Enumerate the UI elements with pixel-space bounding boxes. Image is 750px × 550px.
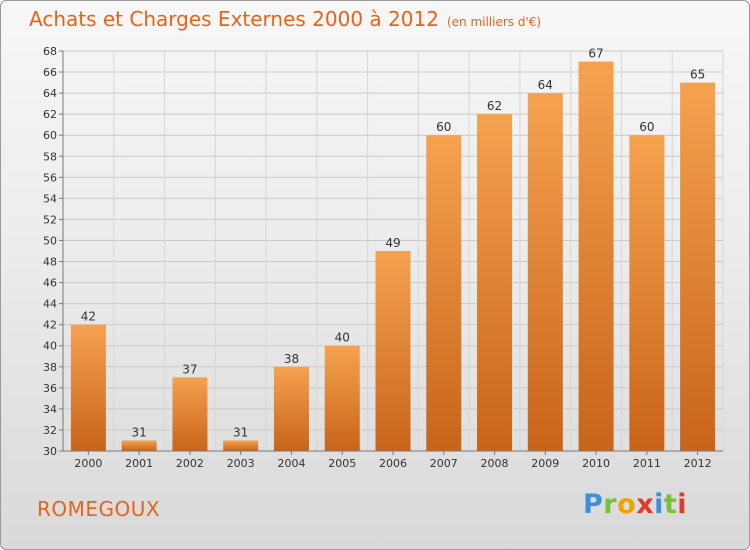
data-label: 49 — [385, 236, 400, 250]
x-tick-label: 2012 — [684, 457, 712, 470]
y-tick-label: 48 — [43, 256, 57, 269]
logo-letter: x — [636, 489, 655, 520]
bar — [223, 440, 259, 451]
chart-title: Achats et Charges Externes 2000 à 2012 (e… — [29, 7, 541, 31]
logo-letter: P — [583, 489, 604, 520]
x-tick-label: 2004 — [277, 457, 305, 470]
x-tick-label: 2001 — [125, 457, 153, 470]
location-name: ROMEGOUX — [37, 497, 161, 521]
proxiti-logo: Proxiti — [583, 489, 687, 520]
data-label: 31 — [233, 425, 248, 439]
y-tick-label: 42 — [43, 319, 57, 332]
logo-letter: i — [654, 489, 664, 520]
x-tick-label: 2011 — [633, 457, 661, 470]
y-tick-label: 40 — [43, 340, 57, 353]
y-tick-label: 68 — [43, 45, 57, 58]
data-label: 67 — [588, 47, 603, 61]
x-tick-label: 2005 — [328, 457, 356, 470]
bar — [375, 251, 411, 451]
data-label: 31 — [132, 425, 147, 439]
x-tick-label: 2006 — [379, 457, 407, 470]
data-label: 65 — [690, 68, 705, 82]
y-tick-label: 54 — [43, 192, 57, 205]
x-tick-label: 2009 — [531, 457, 559, 470]
y-tick-label: 58 — [43, 150, 57, 163]
data-label: 38 — [284, 352, 299, 366]
y-tick-label: 66 — [43, 66, 57, 79]
data-label: 40 — [335, 331, 350, 345]
x-tick-label: 2007 — [430, 457, 458, 470]
x-tick-label: 2000 — [74, 457, 102, 470]
bar — [70, 324, 106, 451]
logo-letter: t — [663, 489, 678, 520]
bar — [629, 135, 665, 452]
bar — [527, 93, 563, 452]
y-tick-label: 62 — [43, 108, 57, 121]
bar — [477, 114, 513, 451]
bar — [324, 345, 360, 451]
y-tick-label: 56 — [43, 171, 57, 184]
chart-title-text: Achats et Charges Externes 2000 à 2012 — [29, 7, 439, 31]
y-tick-label: 60 — [43, 129, 57, 142]
bar — [426, 135, 462, 452]
bar — [680, 82, 716, 451]
y-tick-label: 52 — [43, 213, 57, 226]
data-label: 60 — [639, 120, 654, 134]
y-tick-label: 30 — [43, 445, 57, 458]
y-tick-label: 32 — [43, 424, 57, 437]
y-tick-label: 46 — [43, 277, 57, 290]
x-tick-label: 2010 — [582, 457, 610, 470]
data-label: 62 — [487, 99, 502, 113]
data-label: 37 — [182, 362, 197, 376]
y-tick-label: 38 — [43, 361, 57, 374]
logo-letter: o — [617, 489, 637, 520]
logo-letter: r — [603, 489, 618, 520]
logo-letter: i — [677, 489, 688, 520]
y-tick-label: 64 — [43, 87, 57, 100]
bar — [578, 61, 614, 452]
x-tick-label: 2003 — [227, 457, 255, 470]
x-tick-label: 2002 — [176, 457, 204, 470]
bar — [121, 440, 157, 451]
bar — [172, 377, 208, 451]
y-tick-label: 36 — [43, 382, 57, 395]
y-tick-label: 34 — [43, 403, 57, 416]
y-tick-label: 44 — [43, 298, 57, 311]
unit-note: (en milliers d'€) — [446, 15, 542, 29]
data-label: 64 — [538, 78, 553, 92]
data-label: 42 — [81, 310, 96, 324]
bar — [273, 366, 309, 451]
x-tick-label: 2008 — [481, 457, 509, 470]
data-label: 60 — [436, 120, 451, 134]
y-tick-label: 50 — [43, 234, 57, 247]
